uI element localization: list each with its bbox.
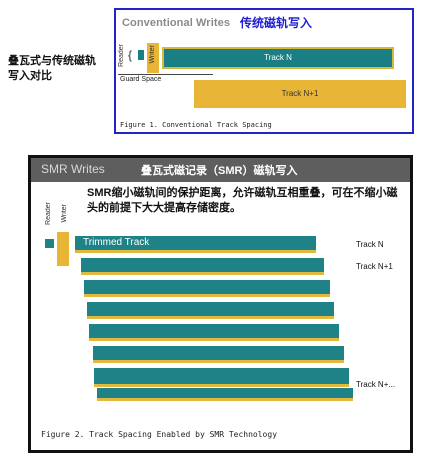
fig1-track-n: Track N (162, 47, 394, 69)
fig1-track-n1-label: Track N+1 (281, 89, 319, 98)
comparison-caption: 叠瓦式与传统磁轨写入对比 (8, 55, 96, 82)
fig1-caption: Figure 1. Conventional Track Spacing (120, 121, 272, 129)
fig1-track-n-label: Track N (264, 53, 292, 62)
track-bar (84, 280, 330, 297)
track-bar (89, 324, 339, 341)
smr-figure: SMR Writes 叠瓦式磁记录（SMR）磁轨写入 SMR缩小磁轨间的保护距离… (28, 155, 413, 453)
fig2-title-cn: 叠瓦式磁记录（SMR）磁轨写入 (141, 165, 298, 177)
fig1-reader-label: Reader (118, 44, 125, 67)
fig2-header: SMR Writes 叠瓦式磁记录（SMR）磁轨写入 (31, 158, 410, 182)
smr-description: SMR缩小磁轨间的保护距离，允许磁轨互相重叠，可在不缩小磁头的前提下大大提高存储… (87, 187, 398, 214)
trimmed-track: Trimmed Track (75, 236, 316, 253)
trimmed-track-label: Trimmed Track (83, 237, 150, 248)
guard-space-line (118, 74, 213, 75)
fig2-track-nplus-label: Track N+... (356, 380, 396, 389)
reader-bracket-icon: { (128, 48, 133, 62)
track-bar (97, 388, 353, 401)
fig1-writer-head: Writer (147, 43, 159, 73)
fig1-title: Conventional Writes (122, 17, 231, 29)
fig2-track-n1-label: Track N+1 (356, 262, 393, 271)
fig2-writer-head (57, 232, 69, 266)
fig2-reader-label: Reader (45, 202, 52, 225)
fig1-title-cn: 传统磁轨写入 (240, 16, 313, 30)
guard-space-label: Guard Space (120, 76, 162, 83)
fig1-writer-label: Writer (149, 45, 156, 64)
conventional-figure: Conventional Writes 传统磁轨写入 Reader { Writ… (114, 8, 414, 134)
fig1-track-n1: Track N+1 (194, 80, 406, 108)
fig2-title: SMR Writes (41, 162, 105, 176)
track-bar (93, 346, 344, 363)
track-bar (87, 302, 334, 319)
track-bar (81, 258, 324, 275)
fig2-writer-label: Writer (61, 204, 68, 223)
fig2-track-n-label: Track N (356, 240, 384, 249)
fig2-reader-head (45, 239, 54, 248)
fig1-reader-head (138, 50, 144, 60)
fig2-caption: Figure 2. Track Spacing Enabled by SMR T… (41, 430, 278, 439)
track-bar (94, 368, 349, 387)
